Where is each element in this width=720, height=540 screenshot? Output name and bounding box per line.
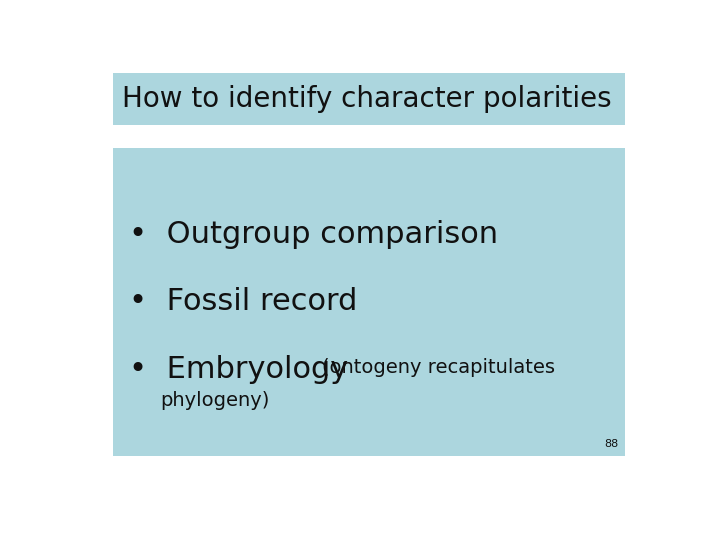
- Text: •  Fossil record: • Fossil record: [129, 287, 357, 316]
- Text: phylogeny): phylogeny): [160, 391, 269, 410]
- Text: How to identify character polarities: How to identify character polarities: [122, 85, 611, 113]
- Text: 88: 88: [605, 440, 619, 449]
- FancyBboxPatch shape: [114, 148, 624, 456]
- FancyBboxPatch shape: [114, 73, 624, 125]
- Text: (ontogeny recapitulates: (ontogeny recapitulates: [322, 358, 554, 377]
- Text: •  Embryology: • Embryology: [129, 355, 348, 384]
- Text: •  Outgroup comparison: • Outgroup comparison: [129, 220, 498, 248]
